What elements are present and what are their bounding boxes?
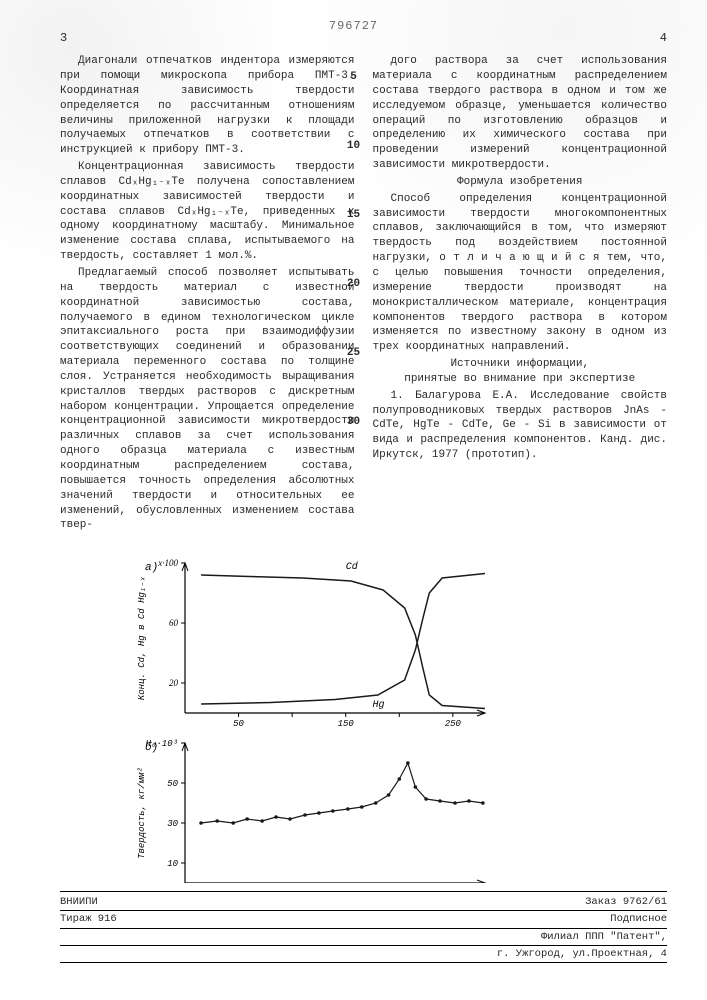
page-number-left: 3: [60, 30, 67, 46]
svg-text:б): б): [145, 741, 158, 754]
svg-text:Конц. Cd, Hg в Cd Hg₁₋ₓ: Конц. Cd, Hg в Cd Hg₁₋ₓ: [137, 576, 147, 700]
svg-text:250: 250: [445, 719, 462, 729]
right-column: дого раствора за счет использования мате…: [373, 54, 668, 535]
footer-subscription: Подписное: [610, 912, 667, 926]
svg-text:20: 20: [169, 678, 179, 688]
text-columns: Диагонали отпечатков индентора измеряютс…: [60, 54, 667, 535]
footer-branch: г. Ужгород, ул.Проектная, 4: [60, 946, 667, 963]
left-column: Диагонали отпечатков индентора измеряютс…: [60, 54, 355, 535]
footer: ВНИИПИ Заказ 9762/61 Тираж 916 Подписное…: [60, 891, 667, 963]
paragraph: дого раствора за счет использования мате…: [373, 54, 668, 173]
svg-text:Cd: Cd: [346, 561, 358, 573]
paragraph: Предлагаемый способ позволяет испытывать…: [60, 266, 355, 533]
charts-svg: 20 60 x·100 50 150 250 Конц. Cd, Hg в Cd Hg₁₋ₓ…: [130, 553, 490, 883]
footer-order: Заказ 9762/61: [585, 895, 667, 909]
document-number: 796727: [329, 18, 378, 34]
paragraph: Концентрационная зависимость твердости с…: [60, 160, 355, 264]
paragraph: 1. Балагурова Е.А. Исследование свойств …: [373, 389, 668, 463]
svg-text:150: 150: [338, 719, 355, 729]
footer-row: Тираж 916 Подписное: [60, 911, 667, 928]
figure: 20 60 x·100 50 150 250 Конц. Cd, Hg в Cd Hg₁₋ₓ…: [130, 553, 490, 883]
footer-org: ВНИИПИ: [60, 895, 98, 909]
paragraph: Способ определения концентрационной зави…: [373, 192, 668, 355]
svg-text:10: 10: [167, 859, 178, 869]
svg-text:50: 50: [167, 779, 178, 789]
svg-text:x·100: x·100: [157, 558, 178, 568]
svg-text:30: 30: [167, 819, 178, 829]
footer-branch: Филиал ППП "Патент",: [60, 929, 667, 946]
svg-text:Твердость, кг/мм²: Твердость, кг/мм²: [137, 767, 147, 859]
svg-text:а): а): [145, 562, 158, 574]
svg-text:60: 60: [169, 618, 179, 628]
footer-tirage: Тираж 916: [60, 912, 117, 926]
svg-text:50: 50: [233, 719, 244, 729]
sources-title: Источники информации, принятые во вниман…: [373, 357, 668, 387]
page: 796727 3 4 5 10 15 20 25 30 Диагонали от…: [0, 0, 707, 1000]
formula-title: Формула изобретения: [373, 175, 668, 190]
page-number-right: 4: [660, 30, 667, 46]
svg-text:Hg: Hg: [373, 700, 385, 711]
footer-row: ВНИИПИ Заказ 9762/61: [60, 894, 667, 911]
paragraph: Диагонали отпечатков индентора измеряютс…: [60, 54, 355, 158]
